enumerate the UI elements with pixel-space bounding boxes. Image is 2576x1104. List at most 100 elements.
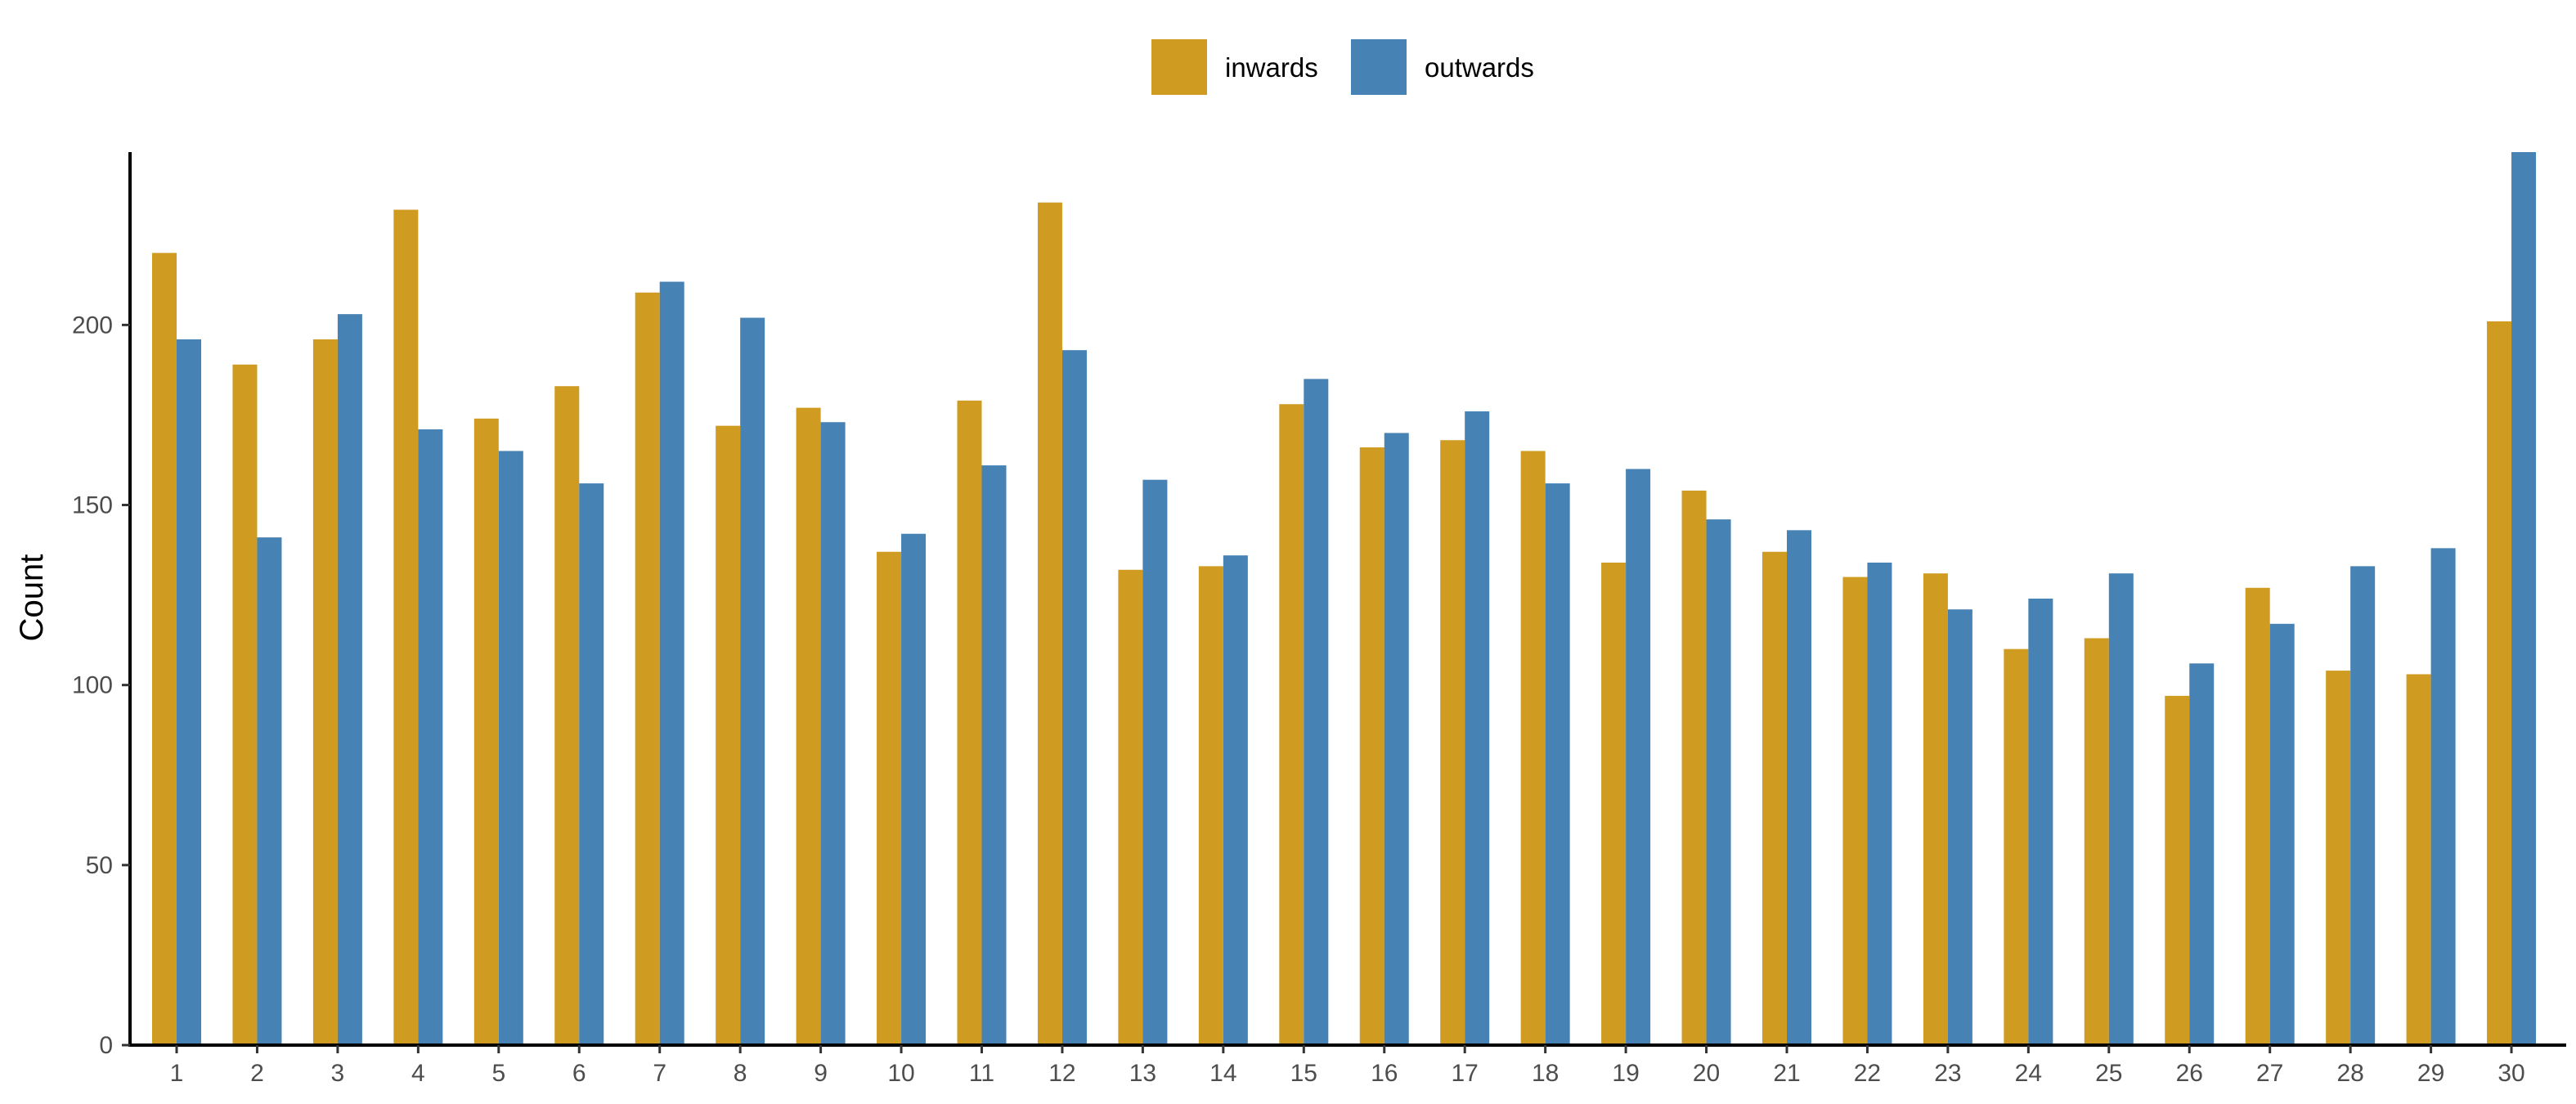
x-tick-label: 28 (2336, 1060, 2363, 1087)
bar-outwards-29 (2430, 548, 2456, 1045)
x-tick-label: 29 (2417, 1060, 2444, 1087)
y-axis-title: Count (14, 554, 50, 642)
bar-inwards-17 (1440, 440, 1465, 1045)
x-tick-label: 14 (1209, 1060, 1236, 1087)
bar-outwards-24 (2028, 599, 2053, 1045)
bar-inwards-6 (554, 386, 580, 1045)
bar-inwards-15 (1279, 404, 1304, 1045)
x-tick-label: 30 (2497, 1060, 2524, 1087)
bar-inwards-29 (2406, 674, 2431, 1045)
x-tick-label: 18 (1532, 1060, 1559, 1087)
x-tick-label: 19 (1612, 1060, 1639, 1087)
x-tick-label: 3 (331, 1060, 345, 1087)
bar-inwards-18 (1520, 451, 1546, 1045)
x-tick-label: 26 (2176, 1060, 2203, 1087)
bar-outwards-12 (1061, 350, 1087, 1045)
bar-inwards-28 (2326, 671, 2351, 1045)
bar-inwards-23 (1923, 573, 1948, 1045)
bar-outwards-21 (1787, 530, 1811, 1045)
bar-outwards-8 (740, 317, 765, 1045)
x-tick-label: 2 (250, 1060, 264, 1087)
bar-inwards-3 (312, 339, 338, 1045)
bar-outwards-17 (1465, 411, 1490, 1046)
bar-outwards-1 (177, 339, 201, 1045)
x-tick-label: 22 (1854, 1060, 1881, 1087)
x-tick-label: 8 (734, 1060, 747, 1087)
y-axis-ticks: 0 50 100 150 200 (72, 312, 130, 1059)
bar-outwards-30 (2511, 152, 2537, 1045)
bar-outwards-22 (1867, 562, 1892, 1045)
bar-outwards-6 (579, 483, 604, 1045)
legend-key-outwards (1351, 39, 1407, 95)
bar-inwards-21 (1762, 551, 1787, 1045)
bar-inwards-10 (877, 551, 902, 1045)
x-tick-label: 17 (1452, 1060, 1479, 1087)
bar-inwards-14 (1198, 566, 1223, 1045)
bar-inwards-2 (232, 364, 258, 1046)
bar-inwards-16 (1359, 447, 1384, 1045)
y-tick-label: 200 (72, 312, 113, 339)
bar-inwards-7 (635, 292, 660, 1045)
bar-outwards-19 (1626, 469, 1651, 1045)
y-tick-label: 50 (86, 852, 113, 879)
bar-outwards-15 (1304, 379, 1329, 1046)
x-tick-label: 25 (2095, 1060, 2122, 1087)
x-tick-label: 13 (1129, 1060, 1156, 1087)
bar-outwards-27 (2269, 623, 2295, 1045)
bar-inwards-8 (716, 425, 741, 1045)
legend-key-inwards (1151, 39, 1207, 95)
legend: inwards outwards (1151, 39, 1534, 95)
x-tick-label: 20 (1693, 1060, 1720, 1087)
bar-inwards-12 (1037, 202, 1062, 1046)
bar-inwards-13 (1118, 569, 1143, 1045)
x-tick-label: 7 (653, 1060, 666, 1087)
x-tick-label: 12 (1048, 1060, 1075, 1087)
x-tick-label: 4 (411, 1060, 425, 1087)
bar-inwards-20 (1681, 490, 1707, 1045)
bar-outwards-4 (418, 429, 443, 1045)
axes (128, 152, 2566, 1047)
bar-outwards-10 (901, 533, 927, 1045)
legend-label-inwards: inwards (1225, 52, 1318, 83)
x-tick-label: 15 (1290, 1060, 1317, 1087)
x-tick-label: 16 (1371, 1060, 1398, 1087)
legend-label-outwards: outwards (1425, 52, 1534, 83)
bar-inwards-24 (2004, 648, 2029, 1045)
x-tick-label: 11 (969, 1060, 994, 1087)
x-tick-label: 23 (1934, 1060, 1961, 1087)
bar-inwards-19 (1601, 562, 1627, 1045)
bar-outwards-5 (498, 451, 523, 1045)
bar-inwards-4 (393, 209, 419, 1045)
bar-inwards-26 (2165, 695, 2190, 1045)
bar-inwards-30 (2487, 321, 2512, 1045)
bar-inwards-25 (2084, 638, 2109, 1045)
x-tick-label: 21 (1773, 1060, 1800, 1087)
bar-inwards-5 (473, 418, 499, 1045)
bar-outwards-20 (1706, 519, 1731, 1045)
bars (152, 152, 2537, 1046)
bar-outwards-25 (2108, 573, 2134, 1045)
x-tick-label: 27 (2256, 1060, 2283, 1087)
bar-outwards-14 (1223, 555, 1248, 1045)
bar-outwards-2 (257, 537, 282, 1045)
bar-outwards-7 (659, 281, 684, 1046)
bar-outwards-3 (337, 314, 362, 1046)
bar-outwards-18 (1545, 483, 1570, 1045)
y-tick-label: 100 (72, 672, 113, 699)
bar-outwards-23 (1947, 609, 1972, 1045)
x-tick-label: 9 (814, 1060, 828, 1087)
bar-outwards-11 (981, 465, 1007, 1045)
bar-outwards-26 (2189, 663, 2215, 1045)
x-tick-label: 1 (170, 1060, 184, 1087)
x-tick-label: 24 (2015, 1060, 2042, 1087)
bar-outwards-9 (820, 422, 846, 1045)
y-tick-label: 150 (72, 492, 113, 519)
bar-inwards-9 (796, 407, 821, 1045)
x-axis-ticks: 1 2 3 4 5 6 7 8 9 10 11 12 13 14 15 16 17 18 19 20 21 22 23 24 2… (170, 1045, 2525, 1087)
y-tick-label: 0 (99, 1032, 113, 1059)
bar-inwards-11 (957, 400, 982, 1045)
bar-outwards-16 (1384, 433, 1409, 1045)
bar-outwards-13 (1142, 479, 1168, 1045)
bar-inwards-1 (152, 253, 177, 1046)
x-tick-label: 5 (491, 1060, 505, 1087)
